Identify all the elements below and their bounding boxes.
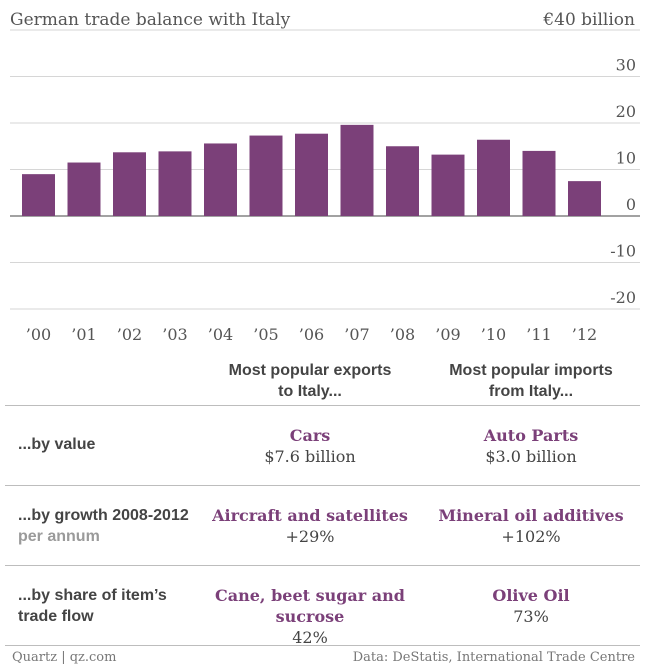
imports-column-header: Most popular imports from Italy... — [420, 360, 642, 402]
y-tick-label: -10 — [610, 242, 636, 261]
bar — [477, 139, 510, 216]
x-tick-label: ’05 — [253, 325, 278, 344]
footer-source-brand: Quartz | qz.com — [12, 650, 117, 665]
bar — [204, 143, 237, 216]
export-item: Cars — [289, 426, 331, 445]
bar — [340, 124, 374, 216]
x-tick-label: ’10 — [481, 325, 506, 344]
row-label-by-value: ...by value — [18, 434, 95, 455]
import-item: Olive Oil — [492, 586, 570, 605]
bar-chart: 30 20 10 0 -10 -20 ’00 ’01 ’02 ’03 ’04 ’05 ’06 ’07 ’08… — [10, 29, 640, 344]
bar — [249, 135, 283, 216]
bar — [158, 151, 192, 216]
import-value: $3.0 billion — [485, 447, 577, 466]
y-tick-label: 10 — [616, 149, 636, 168]
bar — [431, 154, 465, 216]
chart-unit-label: €40 billion — [543, 10, 635, 30]
x-tick-label: ’12 — [572, 325, 597, 344]
row-label-text: ...by growth 2008-2012 — [18, 507, 189, 524]
import-item: Auto Parts — [483, 426, 579, 445]
divider — [5, 405, 640, 406]
x-tick-label: ’08 — [390, 325, 415, 344]
x-tick-label: ’06 — [299, 325, 324, 344]
x-tick-label: ’07 — [344, 325, 369, 344]
export-cell-by-share: Cane, beet sugar and sucrose 42% — [180, 585, 440, 648]
export-cell-by-growth: Aircraft and satellites +29% — [200, 505, 420, 547]
import-value: +102% — [501, 527, 561, 546]
chart-title: German trade balance with Italy — [10, 10, 291, 30]
x-tick-label: ’09 — [435, 325, 460, 344]
row-label-by-growth: ...by growth 2008-2012 per annum — [18, 505, 189, 547]
divider — [5, 565, 640, 566]
y-tick-label: -20 — [610, 288, 636, 307]
export-value: +29% — [285, 527, 335, 546]
bar — [568, 181, 601, 216]
x-tick-label: ’11 — [526, 325, 551, 344]
exports-header-line1: Most popular exports — [228, 362, 392, 379]
exports-header-line2: to Italy... — [278, 383, 342, 400]
imports-header-line2: from Italy... — [488, 383, 574, 400]
bar — [386, 146, 419, 216]
x-tick-label: ’00 — [26, 325, 51, 344]
exports-column-header: Most popular exports to Italy... — [200, 360, 420, 402]
import-value: 73% — [513, 607, 549, 626]
export-cell-by-value: Cars $7.6 billion — [200, 425, 420, 467]
import-cell-by-growth: Mineral oil additives +102% — [420, 505, 642, 547]
export-value: 42% — [292, 628, 328, 647]
export-item: Cane, beet sugar and sucrose — [215, 586, 405, 626]
y-tick-label: 0 — [626, 195, 636, 214]
y-tick-label: 30 — [616, 56, 636, 75]
bar — [22, 174, 55, 216]
divider — [5, 485, 640, 486]
bar — [522, 150, 556, 216]
x-tick-label: ’02 — [117, 325, 142, 344]
footer-data-credit: Data: DeStatis, International Trade Cent… — [352, 650, 635, 665]
row-label-by-share: ...by share of item’s trade flow — [18, 585, 167, 627]
export-item: Aircraft and satellites — [212, 506, 408, 525]
row-label-text: ...by value — [18, 436, 96, 453]
divider — [5, 645, 640, 646]
import-cell-by-share: Olive Oil 73% — [420, 585, 642, 627]
bar — [67, 162, 101, 216]
import-item: Mineral oil additives — [438, 506, 624, 525]
bar — [113, 152, 146, 216]
row-label-text: ...by share of item’s — [18, 587, 167, 604]
bar — [295, 133, 328, 216]
row-sublabel-text: per annum — [18, 528, 100, 545]
export-value: $7.6 billion — [264, 447, 356, 466]
imports-header-line1: Most popular imports — [449, 362, 613, 379]
y-tick-label: 20 — [616, 102, 636, 121]
x-tick-label: ’03 — [162, 325, 187, 344]
x-tick-label: ’01 — [71, 325, 96, 344]
row-sublabel-text: trade flow — [18, 608, 94, 625]
x-tick-label: ’04 — [208, 325, 233, 344]
import-cell-by-value: Auto Parts $3.0 billion — [420, 425, 642, 467]
